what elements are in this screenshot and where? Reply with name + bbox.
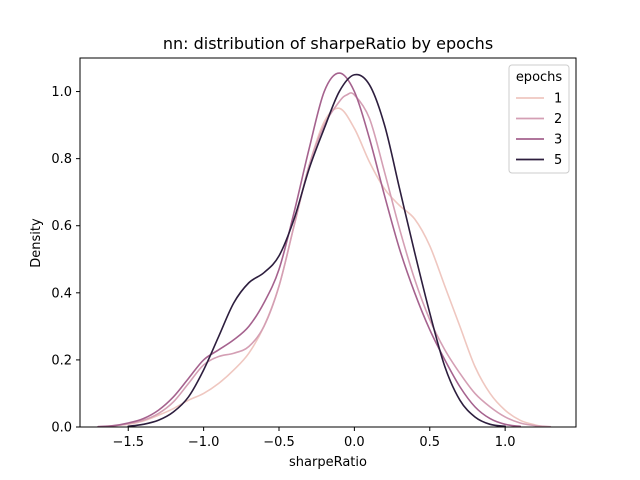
y-axis-ticks: 0.0 0.2 0.4 0.6 0.8 1.0 [51,85,80,436]
legend-label-2: 2 [554,112,562,127]
x-tick-label: 0.0 [344,435,365,450]
y-tick-label: 0.6 [51,219,72,234]
x-tick-label: 0.5 [419,435,440,450]
x-axis-label: sharpeRatio [289,455,367,470]
legend-label-3: 3 [554,133,562,148]
legend: epochs 1 2 3 5 [508,64,570,174]
chart-title: nn: distribution of sharpeRatio by epoch… [163,34,493,53]
legend-items: 1 2 3 5 [516,92,562,168]
x-tick-label: −0.5 [263,435,295,450]
y-axis-label: Density [29,218,44,268]
x-axis-ticks: −1.5 −1.0 −0.5 0.0 0.5 1.0 [112,427,515,450]
x-tick-label: 1.0 [495,435,516,450]
legend-label-1: 1 [554,92,562,107]
y-tick-label: 0.0 [51,421,72,436]
y-tick-label: 0.8 [51,152,72,167]
y-tick-label: 0.4 [51,286,72,301]
x-tick-label: −1.0 [188,435,220,450]
legend-label-5: 5 [554,153,562,168]
series-line-1 [104,107,544,428]
plot-lines [97,72,552,428]
series-line-2 [97,92,552,428]
series-line-3 [97,72,522,428]
series-line-5 [127,73,506,428]
x-tick-label: −1.5 [112,435,144,450]
plot-frame [79,57,577,428]
legend-title: epochs [516,70,563,85]
y-tick-label: 0.2 [51,353,72,368]
y-tick-label: 1.0 [51,85,72,100]
